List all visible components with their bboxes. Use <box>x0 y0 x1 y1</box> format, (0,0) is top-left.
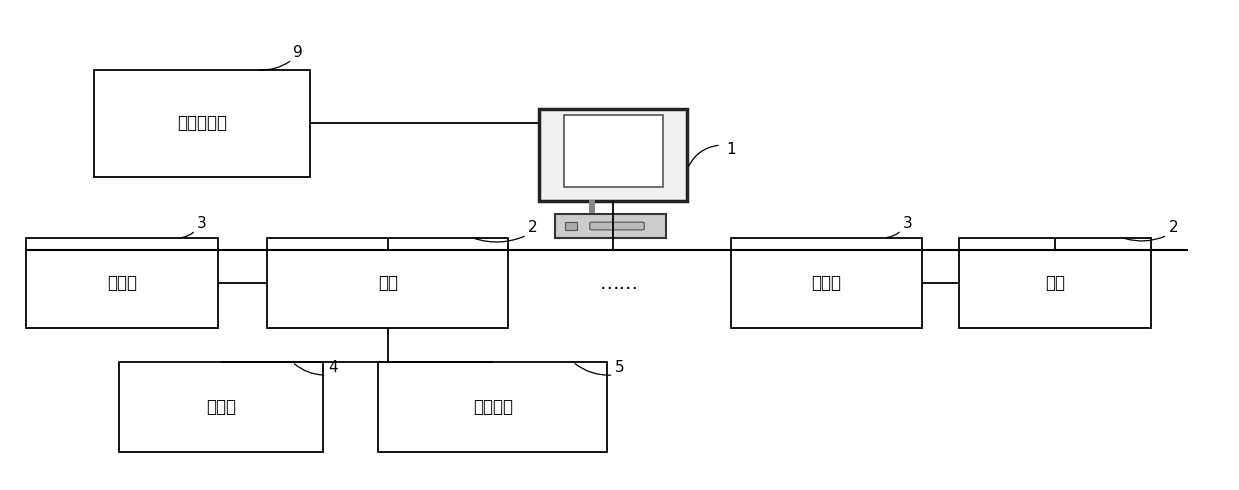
Text: 电源箱: 电源箱 <box>812 274 841 292</box>
FancyBboxPatch shape <box>268 238 508 328</box>
FancyBboxPatch shape <box>94 70 311 177</box>
FancyBboxPatch shape <box>539 109 688 201</box>
FancyBboxPatch shape <box>119 362 323 452</box>
FancyBboxPatch shape <box>589 200 595 216</box>
Text: 3: 3 <box>197 216 207 231</box>
FancyBboxPatch shape <box>378 362 607 452</box>
Text: 基站: 基站 <box>1046 274 1066 292</box>
Text: 2: 2 <box>528 220 538 236</box>
Text: 车载设备: 车载设备 <box>473 398 513 416</box>
FancyBboxPatch shape <box>565 221 577 230</box>
Text: 电源箱: 电源箱 <box>107 274 138 292</box>
Text: 1: 1 <box>726 143 736 157</box>
Text: 定位卡: 定位卡 <box>206 398 235 416</box>
FancyBboxPatch shape <box>555 214 667 238</box>
Text: 5: 5 <box>615 360 624 375</box>
FancyBboxPatch shape <box>564 115 663 187</box>
Text: 激光测距仪: 激光测距仪 <box>177 114 227 132</box>
Text: 3: 3 <box>903 216 912 231</box>
Text: 9: 9 <box>294 45 304 60</box>
Text: 基站: 基站 <box>378 274 398 292</box>
Text: 4: 4 <box>328 360 337 375</box>
FancyBboxPatch shape <box>731 238 922 328</box>
FancyBboxPatch shape <box>26 238 218 328</box>
FancyBboxPatch shape <box>590 222 644 230</box>
FancyBboxPatch shape <box>959 238 1151 328</box>
Text: 2: 2 <box>1168 220 1178 236</box>
Text: ……: …… <box>600 274 639 294</box>
